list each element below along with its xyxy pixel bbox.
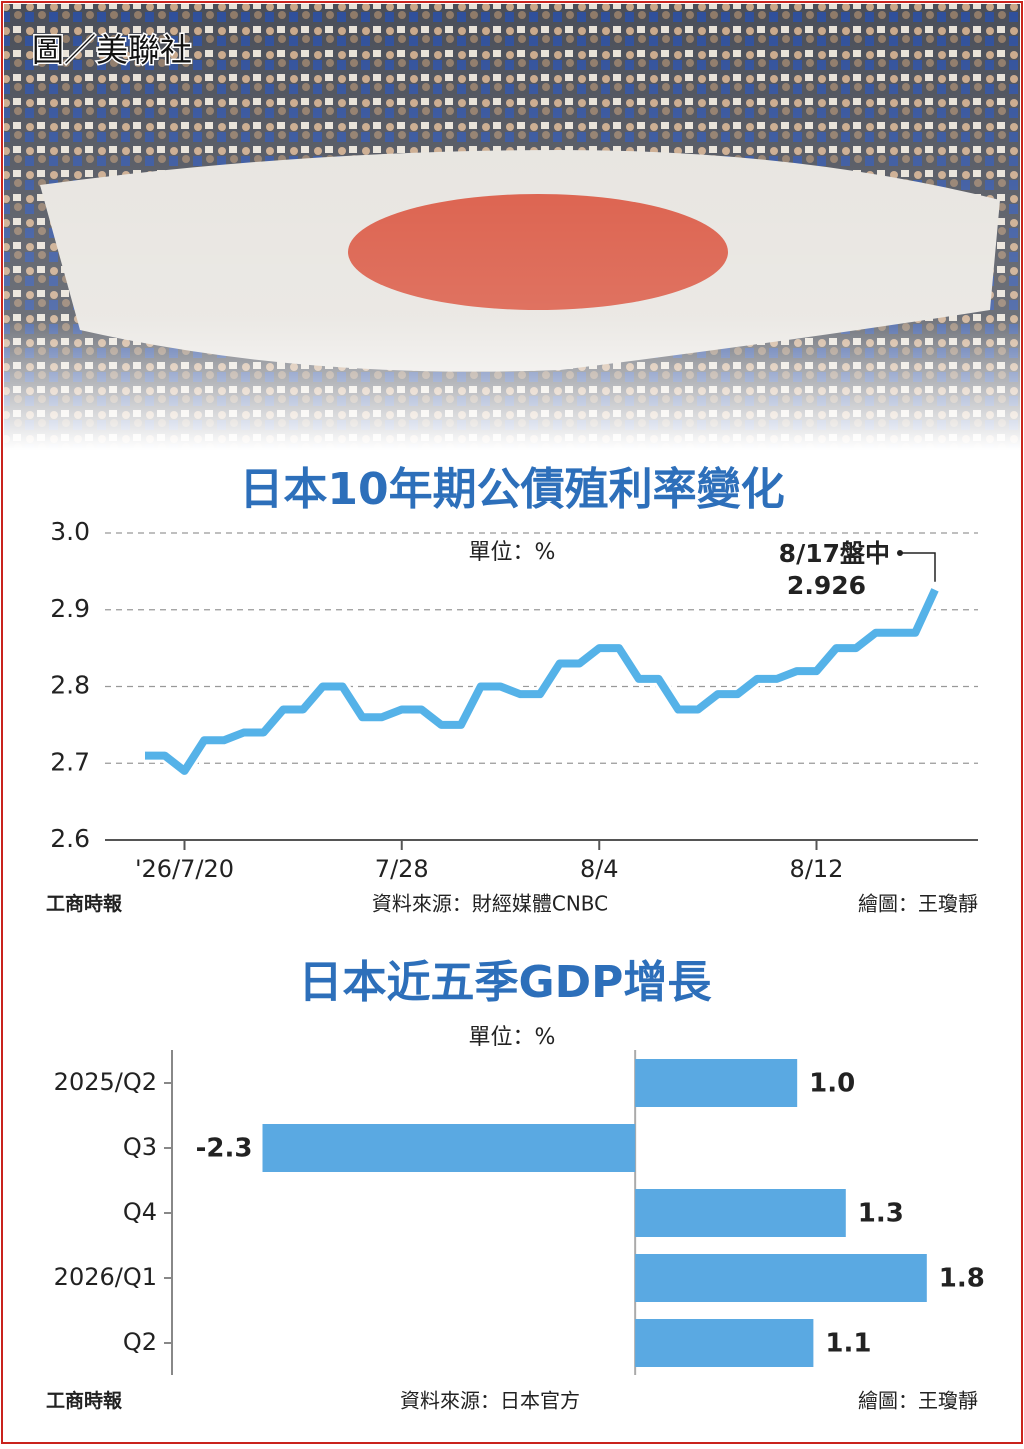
value-label: -2.3: [196, 1134, 253, 1164]
photo: [4, 4, 1020, 450]
source: 資料來源：日本官方: [400, 1389, 580, 1413]
x-tick-label: 7/28: [375, 855, 429, 883]
unit: 單位：%: [469, 540, 556, 565]
y-tick-label: 2026/Q1: [54, 1263, 157, 1291]
brand: 工商時報: [46, 1389, 123, 1412]
y-tick-label: Q2: [123, 1328, 157, 1356]
credit: 繪圖：王瓊靜: [858, 892, 978, 916]
photo-credit: 圖／美聯社: [32, 31, 192, 69]
y-tick-label: 2025/Q2: [54, 1068, 157, 1096]
bar: [635, 1254, 927, 1302]
source: 資料來源：財經媒體CNBC: [372, 892, 608, 916]
line-outline: [145, 586, 942, 778]
x-tick-label: 8/12: [790, 855, 844, 883]
brand: 工商時報: [46, 892, 123, 915]
y-tick-label: 2.9: [50, 594, 90, 623]
y-tick-label: 3.0: [50, 517, 90, 546]
y-tick-label: 2.6: [50, 824, 90, 853]
bar: [635, 1189, 846, 1237]
x-tick-label: '26/7/20: [135, 855, 234, 883]
bar: [635, 1059, 798, 1107]
line: [145, 588, 939, 775]
chart-title: 日本近五季GDP增長: [299, 957, 713, 1008]
y-tick-label: 2.7: [50, 747, 90, 776]
value-label: 1.8: [939, 1264, 985, 1294]
value-label: 1.0: [809, 1069, 855, 1099]
annotation-leader: [900, 552, 936, 582]
bar: [635, 1319, 814, 1367]
bar: [262, 1124, 636, 1172]
y-tick-label: 2.8: [50, 671, 90, 700]
y-tick-label: Q3: [123, 1133, 157, 1161]
annotation: 8/17盤中: [779, 539, 890, 568]
annotation-dot: [897, 550, 903, 556]
value-label: 1.3: [858, 1199, 904, 1229]
chart-title: 日本10年期公債殖利率變化: [239, 464, 784, 515]
y-tick-label: Q4: [123, 1198, 157, 1226]
value-label: 1.1: [825, 1329, 871, 1359]
unit: 單位：%: [469, 1025, 556, 1050]
credit: 繪圖：王瓊靜: [858, 1389, 978, 1413]
x-tick-label: 8/4: [580, 855, 619, 883]
value-label: 2.926: [787, 571, 866, 600]
